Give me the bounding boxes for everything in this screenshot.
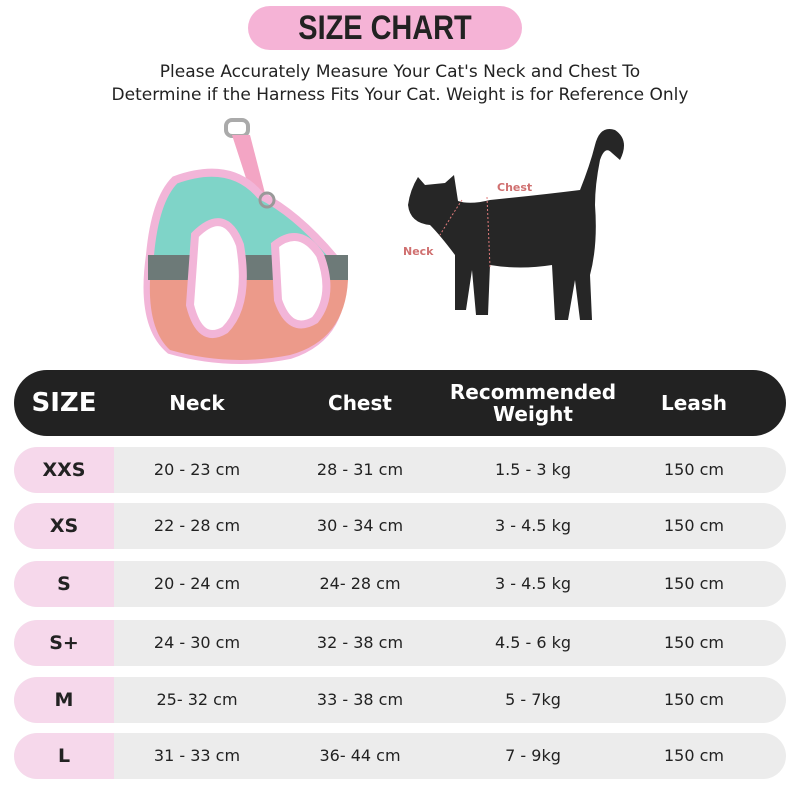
table-cell: 33 - 38 cm (316, 690, 404, 709)
table-cell: 3 - 4.5 kg (494, 516, 572, 535)
table-cell: 1.5 - 3 kg (494, 460, 572, 479)
table-cell: 3 - 4.5 kg (494, 574, 572, 593)
table-cell: 150 cm (663, 633, 725, 652)
table-row: XS 22 - 28 cm 30 - 34 cm 3 - 4.5 kg 150 cm (14, 503, 786, 549)
size-cell: S+ (49, 632, 79, 654)
table-cell: 24- 28 cm (319, 574, 401, 593)
size-highlight (14, 677, 114, 723)
table-header: SIZE Neck Chest Recommended Weight Leash (14, 370, 786, 436)
table-cell: 7 - 9kg (505, 746, 561, 765)
harness (143, 118, 348, 364)
table-cell: 150 cm (663, 690, 725, 709)
header-cell: Neck (169, 391, 225, 415)
size-highlight (14, 447, 114, 493)
neck-label: Neck (403, 245, 434, 258)
table-cell: 150 cm (663, 574, 725, 593)
cat-silhouette: Chest Neck (403, 129, 624, 320)
table-cell: 4.5 - 6 kg (494, 633, 572, 652)
table-cell: 150 cm (663, 746, 725, 765)
size-cell: M (54, 689, 74, 711)
subtitle-line: Please Accurately Measure Your Cat's Nec… (159, 62, 641, 82)
size-highlight (14, 620, 114, 666)
size-cell: L (57, 745, 71, 767)
table-cell: 22 - 28 cm (153, 516, 241, 535)
table-row: S 20 - 24 cm 24- 28 cm 3 - 4.5 kg 150 cm (14, 561, 786, 607)
table-row: XXS 20 - 23 cm 28 - 31 cm 1.5 - 3 kg 150 cm (14, 447, 786, 493)
size-highlight (14, 503, 114, 549)
title: SIZE CHART (298, 9, 472, 47)
table-cell: 24 - 30 cm (153, 633, 241, 652)
size-highlight (14, 561, 114, 607)
table-row: M 25- 32 cm 33 - 38 cm 5 - 7kg 150 cm (14, 677, 786, 723)
size-cell: S (57, 573, 71, 595)
table-cell: 20 - 24 cm (153, 574, 241, 593)
table-row: S+ 24 - 30 cm 32 - 38 cm 4.5 - 6 kg 150 cm (14, 620, 786, 666)
size-highlight (14, 733, 114, 779)
size-cell: XS (49, 515, 79, 537)
table-cell: 30 - 34 cm (316, 516, 404, 535)
header-cell: Chest (328, 391, 392, 415)
table-cell: 31 - 33 cm (153, 746, 241, 765)
table-cell: 5 - 7kg (505, 690, 561, 709)
table-cell: 150 cm (663, 516, 725, 535)
illustration: Chest Neck (143, 118, 624, 364)
table-cell: 150 cm (663, 460, 725, 479)
size-cell: XXS (42, 459, 86, 481)
header-cell: Recommended Weight (449, 380, 617, 426)
table-cell: 28 - 31 cm (316, 460, 404, 479)
title-pill: SIZE CHART (248, 6, 522, 50)
table-cell: 20 - 23 cm (153, 460, 241, 479)
table-row: L 31 - 33 cm 36- 44 cm 7 - 9kg 150 cm (14, 733, 786, 779)
table-cell: 32 - 38 cm (316, 633, 404, 652)
header-cell: Leash (661, 391, 727, 415)
table-cell: 25- 32 cm (156, 690, 238, 709)
table-cell: 36- 44 cm (319, 746, 401, 765)
chest-label: Chest (497, 181, 532, 194)
subtitle-line: Determine if the Harness Fits Your Cat. … (111, 85, 689, 105)
header-cell: SIZE (31, 388, 97, 418)
